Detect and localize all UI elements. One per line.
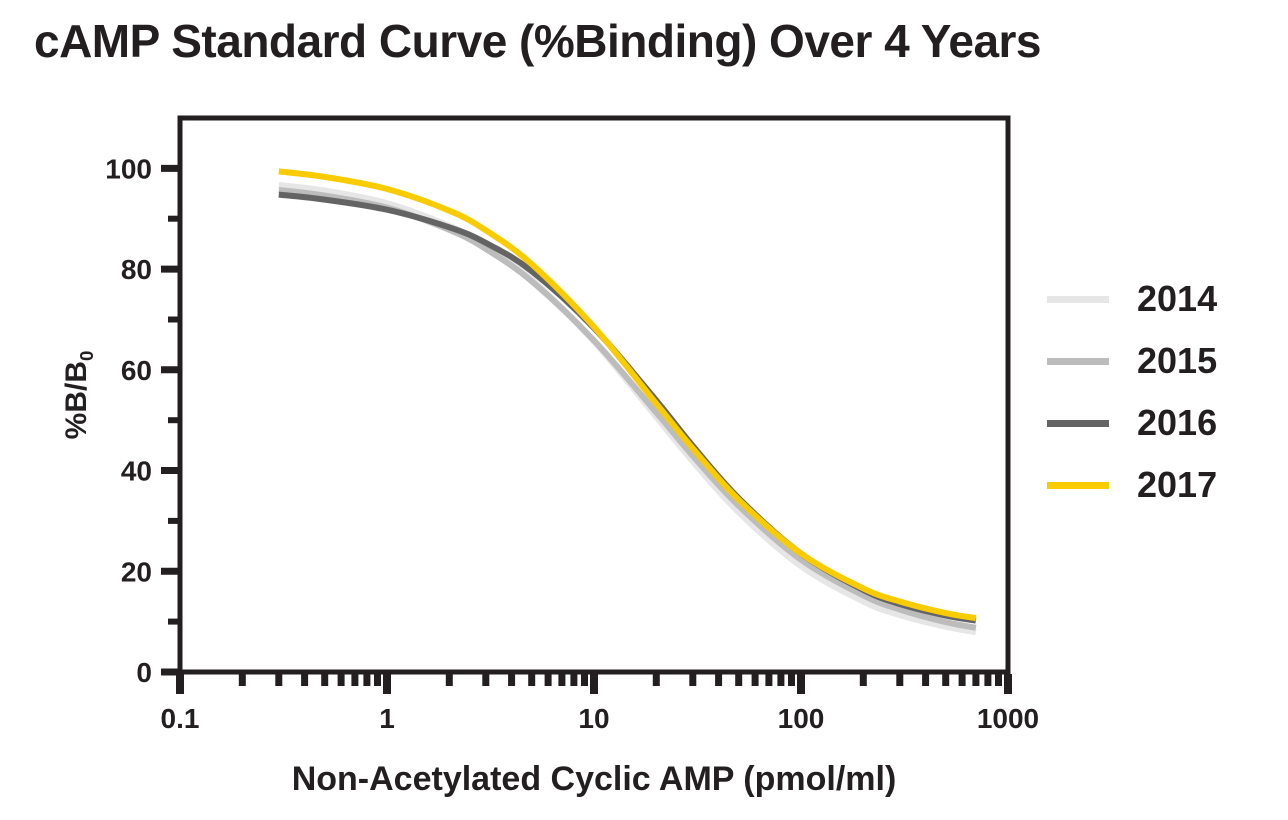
- legend-swatch: [1047, 295, 1109, 303]
- legend-swatch: [1047, 357, 1109, 365]
- curve-2016: [278, 191, 977, 624]
- x-tick-label: 100: [778, 703, 825, 734]
- y-tick-label: 20: [121, 556, 152, 587]
- y-tick-label: 0: [136, 657, 152, 688]
- legend-label: 2014: [1137, 278, 1218, 319]
- y-axis-label-subscript: 0: [76, 350, 97, 361]
- legend-label: 2015: [1137, 340, 1218, 381]
- x-axis-label: Non-Acetylated Cyclic AMP (pmol/ml): [291, 760, 897, 798]
- y-axis-label-base: %B/B: [60, 361, 93, 440]
- page-title: cAMP Standard Curve (%Binding) Over 4 Ye…: [34, 15, 1042, 67]
- x-tick-label: 1000: [977, 703, 1039, 734]
- x-tick-label: 0.1: [161, 703, 200, 734]
- legend-item-2015: 2015: [1047, 330, 1217, 392]
- y-tick-label: 100: [105, 153, 152, 184]
- x-tick-label: 10: [578, 703, 609, 734]
- legend-item-2014: 2014: [1047, 268, 1217, 330]
- legend-label: 2017: [1137, 464, 1218, 505]
- y-axis-label: %B/B0: [57, 275, 97, 515]
- y-tick-label: 40: [121, 456, 152, 487]
- legend-label: 2016: [1137, 402, 1218, 443]
- curve-2017: [278, 168, 977, 622]
- plot-frame: [177, 115, 1011, 675]
- curve-2014: [278, 182, 977, 636]
- y-tick-label: 80: [121, 254, 152, 285]
- legend-swatch: [1047, 419, 1109, 427]
- legend-swatch: [1047, 481, 1109, 489]
- legend-item-2016: 2016: [1047, 392, 1217, 454]
- y-tick-label: 60: [121, 355, 152, 386]
- legend: 2014 2015 2016 2017: [1047, 268, 1217, 516]
- x-tick-label: 1: [379, 703, 395, 734]
- legend-item-2017: 2017: [1047, 454, 1217, 516]
- curve-2015: [278, 187, 977, 631]
